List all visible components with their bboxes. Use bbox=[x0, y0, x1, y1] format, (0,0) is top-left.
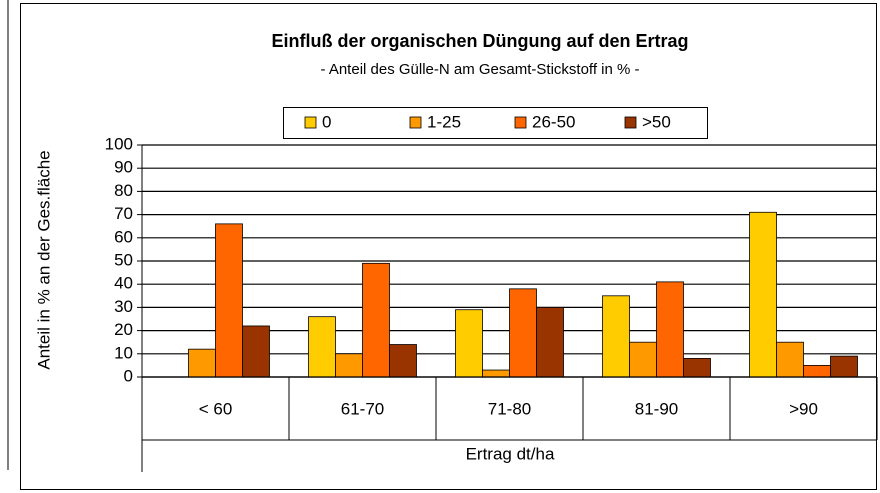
bar bbox=[482, 369, 510, 378]
bar bbox=[683, 358, 711, 378]
x-tick-label: >90 bbox=[789, 399, 818, 418]
y-tick-label: 80 bbox=[114, 181, 133, 200]
bar bbox=[536, 306, 564, 378]
x-tick-label: 61-70 bbox=[341, 399, 384, 418]
bar bbox=[188, 348, 216, 378]
bar bbox=[656, 281, 684, 378]
y-tick-label: 60 bbox=[114, 227, 133, 246]
bar bbox=[389, 344, 417, 378]
chart-subtitle: - Anteil des Gülle-N am Gesamt-Stickstof… bbox=[321, 61, 640, 78]
bar bbox=[776, 341, 804, 378]
y-tick-label: 0 bbox=[124, 366, 133, 385]
bar bbox=[803, 364, 831, 378]
x-tick-label: 71-80 bbox=[488, 399, 531, 418]
bar bbox=[509, 288, 537, 378]
bar bbox=[215, 223, 243, 378]
bar bbox=[830, 355, 858, 378]
bar bbox=[362, 262, 390, 378]
y-tick-label: 100 bbox=[105, 134, 133, 153]
bar bbox=[629, 341, 657, 378]
bar bbox=[455, 309, 483, 378]
x-tick-label: 81-90 bbox=[635, 399, 678, 418]
y-tick-label: 50 bbox=[114, 250, 133, 269]
y-tick-label: 30 bbox=[114, 297, 133, 316]
legend-swatch bbox=[514, 116, 527, 129]
y-tick-label: 70 bbox=[114, 204, 133, 223]
legend-label: 1-25 bbox=[427, 112, 461, 131]
bar bbox=[242, 325, 270, 378]
legend-swatch bbox=[624, 116, 637, 129]
y-axis-label: Anteil in % an der Ges.fläche bbox=[34, 150, 53, 369]
y-tick-label: 20 bbox=[114, 320, 133, 339]
y-tick-label: 10 bbox=[114, 343, 133, 362]
chart-title: Einfluß der organischen Düngung auf den … bbox=[271, 31, 688, 51]
legend-box bbox=[283, 107, 708, 139]
bar bbox=[335, 353, 363, 378]
legend-label: >50 bbox=[642, 112, 671, 131]
legend-swatch bbox=[304, 116, 317, 129]
legend-swatch bbox=[409, 116, 422, 129]
chart-frame bbox=[20, 3, 877, 490]
y-tick-label: 40 bbox=[114, 274, 133, 293]
x-tick-label: < 60 bbox=[199, 399, 233, 418]
legend-label: 26-50 bbox=[532, 112, 575, 131]
bar bbox=[602, 295, 630, 378]
y-tick-label: 90 bbox=[114, 158, 133, 177]
legend-label: 0 bbox=[322, 112, 331, 131]
bar bbox=[308, 316, 336, 378]
x-axis-label: Ertrag dt/ha bbox=[466, 444, 555, 463]
bar bbox=[749, 211, 777, 378]
